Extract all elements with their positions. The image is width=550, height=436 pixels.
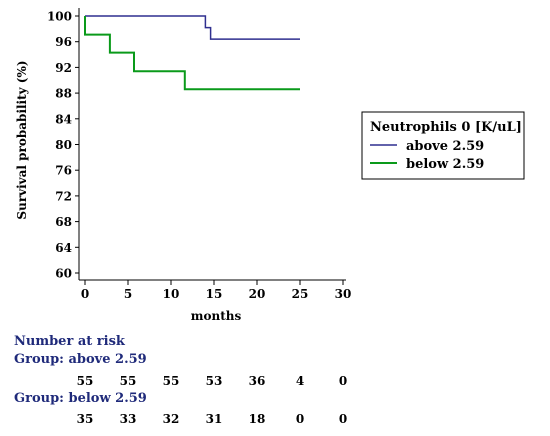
risk-count: 55	[120, 374, 137, 388]
risk-group-label-below: Group: below 2.59	[14, 391, 147, 406]
x-tick-label: 25	[292, 287, 309, 301]
y-tick-label: 64	[55, 241, 72, 255]
risk-count: 55	[77, 374, 94, 388]
x-tick-label: 15	[206, 287, 223, 301]
risk-count: 0	[339, 374, 347, 388]
x-tick-label: 5	[124, 287, 132, 301]
y-tick-label: 72	[55, 189, 72, 203]
risk-count: 55	[163, 374, 180, 388]
legend-label-above: above 2.59	[406, 139, 484, 154]
risk-count: 31	[206, 412, 223, 426]
legend: Neutrophils 0 [K/uL] above 2.59 below 2.…	[361, 111, 525, 180]
risk-count: 4	[296, 374, 304, 388]
x-axis-title: months	[191, 309, 242, 323]
y-tick-label: 60	[55, 267, 72, 281]
y-tick-label: 80	[55, 138, 72, 152]
risk-count: 0	[296, 412, 304, 426]
y-tick-label: 88	[55, 87, 72, 101]
y-tick-label: 96	[55, 35, 72, 49]
risk-group-label-above: Group: above 2.59	[14, 352, 147, 367]
y-tick-label: 92	[55, 61, 72, 75]
risk-count: 36	[249, 374, 266, 388]
risk-count: 32	[163, 412, 180, 426]
x-tick-label: 10	[163, 287, 180, 301]
y-tick-label: 84	[55, 112, 72, 126]
legend-title: Neutrophils 0 [K/uL]	[370, 120, 522, 135]
x-ticks: 0 5 10 15 20 25 30	[81, 280, 352, 301]
y-tick-label: 76	[55, 164, 72, 178]
risk-count: 33	[120, 412, 137, 426]
legend-label-below: below 2.59	[406, 157, 484, 172]
survival-curve-below	[84, 16, 300, 91]
risk-count: 35	[77, 412, 94, 426]
risk-table-title: Number at risk	[14, 334, 126, 349]
survival-curve-above	[85, 15, 300, 40]
risk-row-above: 55 55 55 53 36 4 0	[77, 374, 348, 388]
x-tick-label: 20	[249, 287, 266, 301]
risk-table: Number at risk Group: above 2.59 55 55 55 5…	[14, 334, 347, 426]
risk-count: 53	[206, 374, 223, 388]
y-axis-title: Survival probability (%)	[15, 60, 29, 219]
risk-row-below: 35 33 32 31 18 0 0	[77, 412, 348, 426]
y-tick-label: 100	[47, 10, 72, 24]
x-tick-label: 0	[81, 287, 89, 301]
risk-count: 0	[339, 412, 347, 426]
survival-curves	[84, 15, 300, 91]
risk-count: 18	[249, 412, 266, 426]
x-tick-label: 30	[335, 287, 352, 301]
y-ticks: 60 64 68 72 76 80 84 88 92 96 100	[47, 10, 79, 281]
y-tick-label: 68	[55, 215, 72, 229]
